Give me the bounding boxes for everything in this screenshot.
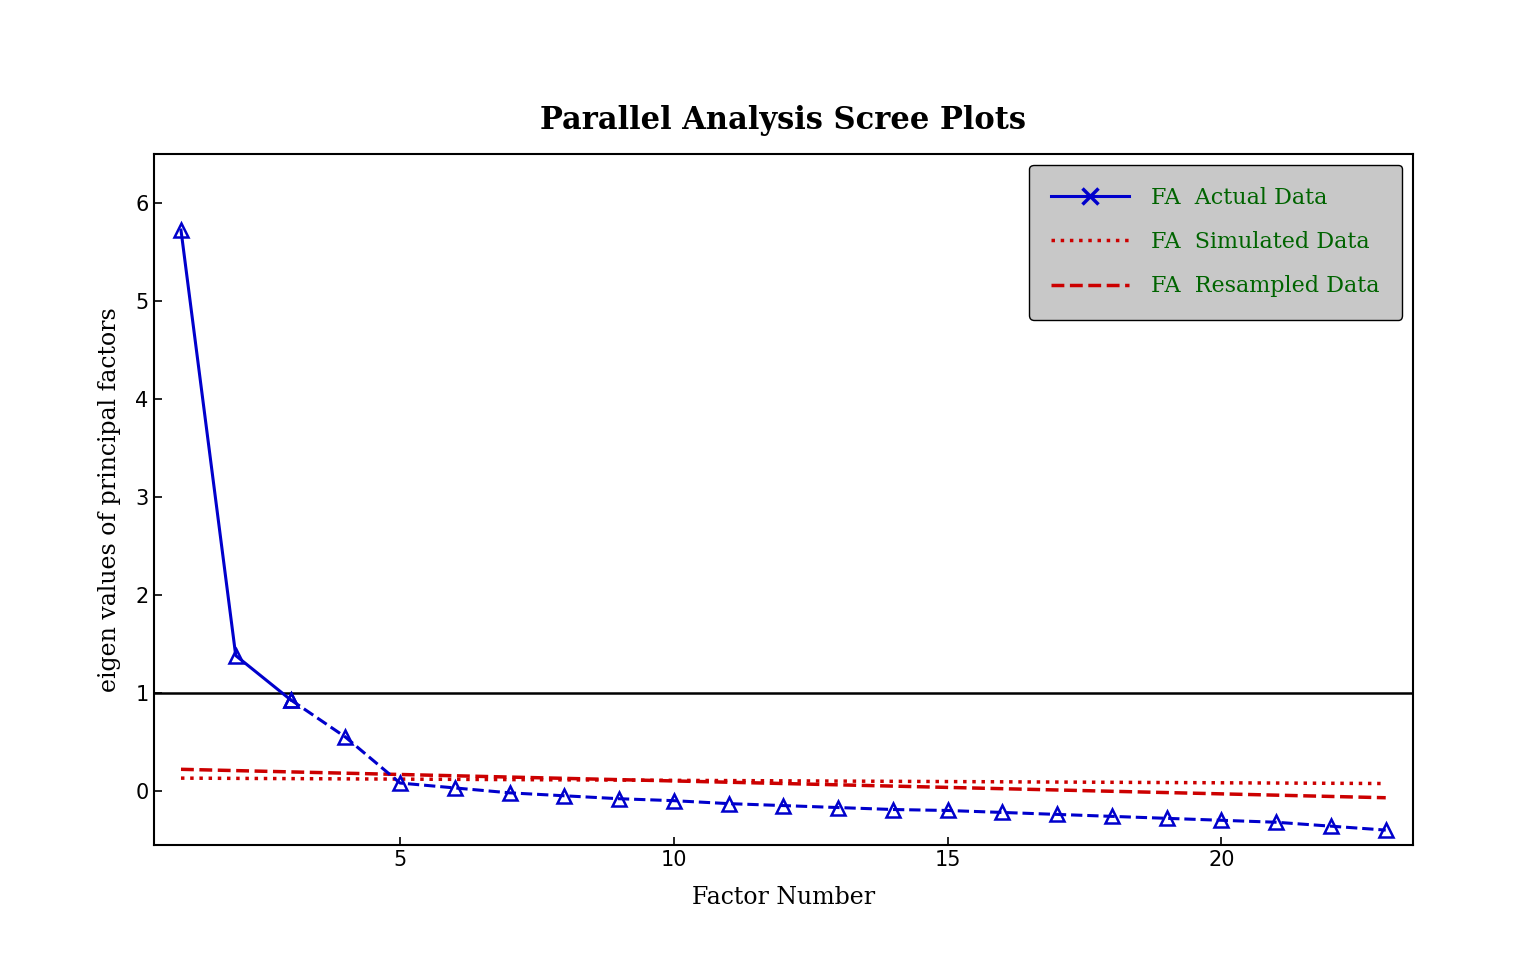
X-axis label: Factor Number: Factor Number: [691, 886, 876, 909]
Legend: FA  Actual Data, FA  Simulated Data, FA  Resampled Data: FA Actual Data, FA Simulated Data, FA Re…: [1029, 165, 1402, 320]
Y-axis label: eigen values of principal factors: eigen values of principal factors: [98, 307, 121, 691]
Title: Parallel Analysis Scree Plots: Parallel Analysis Scree Plots: [541, 105, 1026, 135]
